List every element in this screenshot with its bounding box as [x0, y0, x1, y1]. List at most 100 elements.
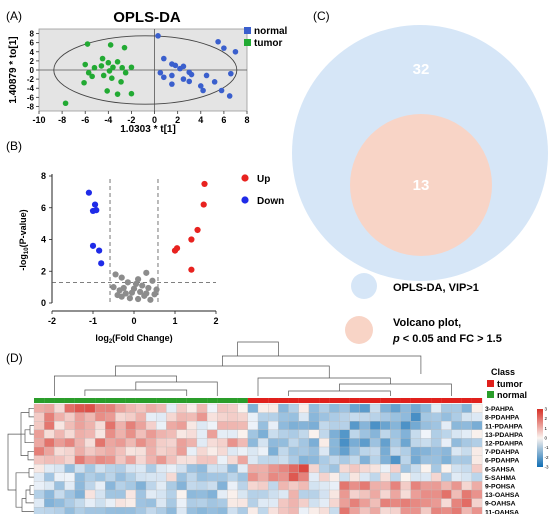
class-bar-cell: [247, 398, 259, 403]
heatmap-cell: [176, 429, 187, 439]
volcano-point-ns: [126, 295, 133, 302]
heatmap-cell: [329, 498, 340, 508]
heatmap-cell: [84, 507, 96, 514]
class-bar-cell: [308, 398, 320, 403]
heatmap-row-label: 11-OAHSA: [485, 509, 519, 514]
heatmap-cell: [461, 446, 473, 456]
heatmap-cell: [206, 472, 218, 482]
heatmap-cell: [278, 455, 289, 465]
heatmap-cell: [74, 464, 86, 474]
legend-label-tumor: tumor: [254, 38, 282, 49]
opls-y-tick-label: 6: [30, 39, 35, 48]
heatmap-cell: [298, 472, 310, 482]
opls-point-tumor: [110, 64, 116, 71]
heatmap-cell: [339, 446, 350, 456]
volcano-x-tick-label: -2: [48, 316, 56, 326]
column-dendrogram-branch: [339, 383, 452, 396]
heatmap-cell: [400, 472, 411, 482]
heatmap-cell: [329, 429, 340, 439]
heatmap-cell: [298, 429, 310, 439]
heatmap-cell: [441, 455, 452, 465]
class-bar-cell: [44, 398, 55, 403]
opls-title: OPLS-DA: [113, 9, 181, 26]
heatmap-cell: [84, 412, 96, 422]
class-bar-cell: [400, 398, 411, 403]
heatmap-cell: [125, 421, 137, 431]
heatmap-cell: [308, 507, 320, 514]
heatmap-cell: [166, 438, 177, 448]
heatmap-cell: [206, 429, 218, 439]
heatmap-cell: [257, 489, 269, 499]
heatmap-cell: [288, 498, 299, 508]
heatmap-cell: [74, 446, 86, 456]
heatmap-cell: [186, 429, 198, 439]
heatmap-cell: [461, 489, 473, 499]
heatmap-cell: [176, 421, 187, 431]
heatmap-cell: [441, 446, 452, 456]
opls-x-label: 1.0303 * t[1]: [120, 124, 176, 135]
heatmap-legend-title: Class: [491, 367, 515, 377]
heatmap-cell: [135, 438, 147, 448]
heatmap-cell: [268, 438, 279, 448]
heatmap-cell: [339, 412, 350, 422]
heatmap-cell: [359, 446, 371, 456]
volcano-point-ns: [118, 274, 125, 281]
heatmap-cell: [278, 421, 289, 431]
heatmap-cell: [33, 489, 45, 499]
heatmap-cell: [369, 481, 381, 491]
heatmap-cell: [339, 489, 350, 499]
heatmap-row-label: 8-PDAHPA: [485, 415, 519, 422]
heatmap-cell: [308, 481, 320, 491]
heatmap-cell: [441, 429, 452, 439]
heatmap-cell: [94, 412, 106, 422]
heatmap-cell: [54, 429, 65, 439]
heatmap-cell: [461, 403, 473, 413]
heatmap-cell: [54, 481, 65, 491]
legend-dot-down: [241, 196, 249, 204]
heatmap-cell: [257, 403, 269, 413]
heatmap-cell: [105, 481, 116, 491]
heatmap-cell: [380, 481, 391, 491]
heatmap-cell: [471, 455, 483, 465]
heatmap-cell: [288, 507, 299, 514]
volcano-y-tick-label: 8: [41, 171, 46, 181]
class-label-tumor: tumor: [497, 379, 523, 389]
heatmap-row-label: 13-OAHSA: [485, 492, 519, 499]
heatmap-cell: [186, 481, 198, 491]
heatmap-cell: [44, 489, 55, 499]
heatmap-cell: [410, 438, 422, 448]
heatmap-cell: [369, 412, 381, 422]
heatmap-cell: [227, 489, 238, 499]
heatmap-cell: [329, 472, 340, 482]
heatmap-cell: [339, 421, 350, 431]
heatmap-cell: [94, 455, 106, 465]
class-bar-cell: [380, 398, 391, 403]
heatmap-cell: [318, 412, 330, 422]
heatmap-cell: [359, 429, 371, 439]
heatmap-cell: [156, 464, 167, 474]
heatmap-cell: [298, 438, 310, 448]
heatmap-cell: [176, 498, 187, 508]
heatmap-cell: [227, 481, 238, 491]
heatmap-cell: [33, 438, 45, 448]
heatmap-cell: [105, 489, 116, 499]
heatmap-cell: [359, 455, 371, 465]
volcano-point-up: [200, 201, 207, 208]
heatmap-cell: [420, 498, 432, 508]
heatmap-cell: [298, 421, 310, 431]
legend-label-up: Up: [257, 174, 270, 185]
opls-point-tumor: [109, 75, 115, 81]
heatmap-cell: [369, 403, 381, 413]
heatmap-cell: [318, 421, 330, 431]
heatmap-cell: [84, 472, 96, 482]
volcano-point-up: [171, 247, 179, 254]
heatmap-cell: [33, 421, 45, 431]
heatmap-cell: [380, 507, 391, 514]
volcano-point-ns: [110, 284, 117, 291]
heatmap-cell: [257, 429, 269, 439]
heatmap-cell: [247, 489, 259, 499]
opls-point-tumor: [105, 59, 112, 66]
opls-point-tumor: [122, 69, 129, 76]
volcano-point-down: [96, 247, 103, 254]
heatmap-cell: [257, 446, 269, 456]
